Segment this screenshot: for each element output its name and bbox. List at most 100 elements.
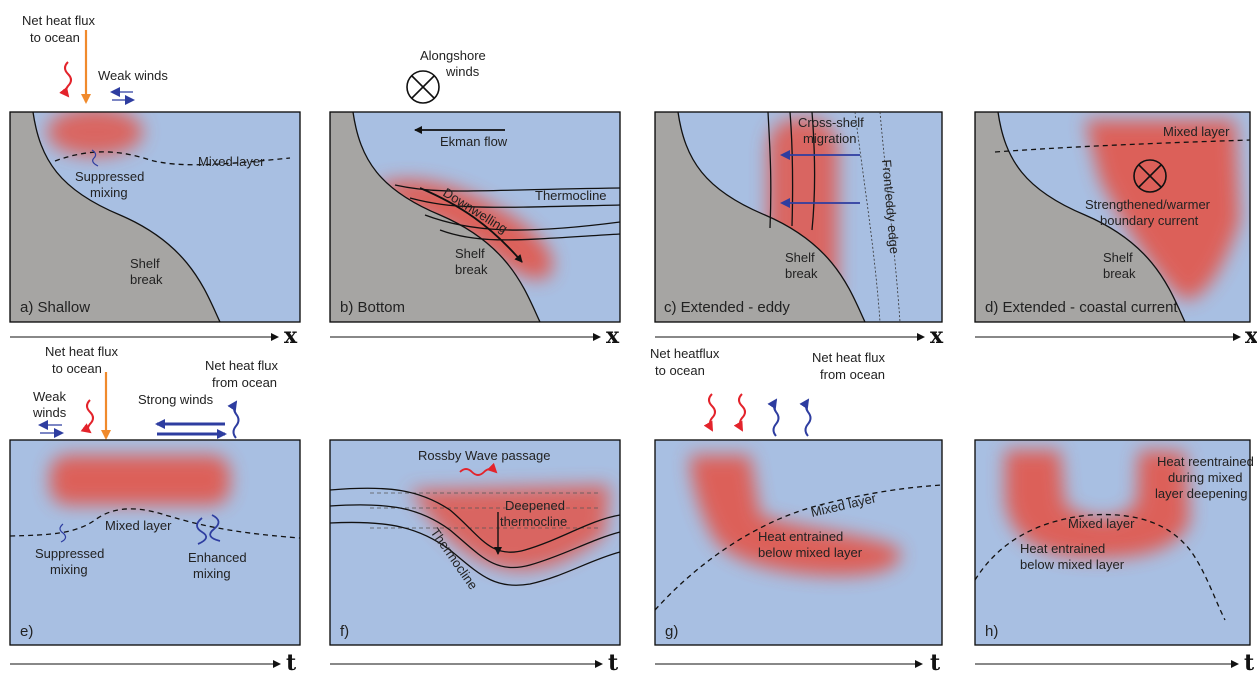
panel-a-title: a) Shallow [20, 299, 90, 316]
panel-g: Net heatflux to ocean Net heat flux from… [650, 346, 943, 674]
suppressed-mixing-line1: Suppressed [75, 169, 144, 184]
t-axis-label: t [608, 650, 619, 674]
current-label-line2: boundary current [1100, 213, 1199, 228]
mixed-layer-label: Mixed layer [1068, 516, 1135, 531]
x-axis-label: x [1245, 323, 1257, 349]
enhanced-mixing-line2: mixing [193, 566, 231, 581]
shelf-break-line2: break [455, 262, 488, 277]
flux-from-label-line2: from ocean [820, 367, 885, 382]
thermocline-label: Thermocline [535, 188, 607, 203]
heat-flux-to-label-line2: to ocean [52, 361, 102, 376]
suppressed-mixing-line2: mixing [90, 185, 128, 200]
shelf-break-line1: Shelf [130, 256, 160, 271]
shelf-break-line2: break [1103, 266, 1136, 281]
flux-to-label-line2: to ocean [655, 363, 705, 378]
reentrained-line2: during mixed [1168, 470, 1242, 485]
deepened-label-line2: thermocline [500, 514, 567, 529]
thermocline-line-4 [439, 229, 621, 241]
mixed-layer-line [9, 508, 301, 539]
rossby-wave-arrow [459, 462, 498, 476]
heat-blob [50, 455, 230, 505]
t-axis-label: t [286, 650, 297, 674]
deepened-label-line1: Deepened [505, 498, 565, 513]
mixed-layer-line [654, 484, 943, 611]
weak-winds-line1: Weak [33, 389, 66, 404]
mixed-layer-line [974, 513, 1226, 621]
heat-flux-to-label-line1: Net heat flux [45, 344, 118, 359]
weak-winds-label: Weak winds [98, 68, 168, 83]
panel-g-title: g) [665, 623, 678, 640]
front-edge-line-2 [879, 111, 901, 323]
suppressed-mixing-line2: mixing [50, 562, 88, 577]
entrained-label-line1: Heat entrained [1020, 541, 1105, 556]
suppressed-mixing-line1: Suppressed [35, 546, 104, 561]
mixed-layer-label: Mixed layer [105, 518, 172, 533]
enhanced-mixing-line1: Enhanced [188, 550, 247, 565]
heat-flux-from-label-line1: Net heat flux [205, 358, 278, 373]
thermocline-line-1 [329, 487, 621, 553]
heat-blob [1005, 450, 1190, 559]
net-heat-flux-label-line2: to ocean [30, 30, 80, 45]
net-heat-flux-label-line1: Net heat flux [22, 13, 95, 28]
shelf-break-line2: break [785, 266, 818, 281]
x-axis-label: x [930, 323, 944, 349]
front-line-2 [789, 111, 794, 227]
panel-c: Cross-shelf migration Front/eddy edge Sh… [654, 111, 944, 349]
into-page-current-icon [1133, 159, 1167, 193]
flux-to-label-line1: Net heatflux [650, 346, 720, 361]
shelf-break-line1: Shelf [455, 246, 485, 261]
shelf-landmass [655, 112, 866, 322]
mixed-layer-label: Mixed layer [198, 154, 265, 169]
panel-h-title: h) [985, 623, 998, 640]
downwelling-arrow [419, 187, 523, 263]
weak-winds-line2: winds [32, 405, 67, 420]
mixing-swirl-icon [59, 523, 67, 543]
entrained-label-line1: Heat entrained [758, 529, 843, 544]
migration-label-line1: Cross-shelf [798, 115, 864, 130]
panel-b: Alongshore winds Thermocline Ekman flow … [329, 48, 621, 349]
heat-blob [410, 485, 610, 571]
into-page-wind-icon [406, 70, 440, 104]
enhanced-mixing-swirl-icon [196, 517, 208, 545]
panel-f-title: f) [340, 623, 349, 640]
front-edge-line-1 [854, 111, 881, 323]
heat-blob [1085, 120, 1240, 300]
thermocline-line-2 [409, 197, 621, 208]
shelf-landmass [10, 112, 221, 322]
reentrained-line3: layer deepening [1155, 486, 1248, 501]
entrained-label-line2: below mixed layer [758, 545, 863, 560]
migration-label-line2: migration [803, 131, 856, 146]
reentrained-line1: Heat reentrained [1157, 454, 1254, 469]
strong-winds-label: Strong winds [138, 392, 214, 407]
ekman-flow-label: Ekman flow [440, 134, 508, 149]
panel-b-title: b) Bottom [340, 299, 405, 316]
shelf-break-line1: Shelf [1103, 250, 1133, 265]
t-axis-label: t [930, 650, 941, 674]
x-axis-label: x [284, 323, 298, 349]
heat-blob [690, 455, 901, 576]
alongshore-winds-line1: Alongshore [420, 48, 486, 63]
heat-gain-arrow-1 [703, 393, 716, 432]
panel-e-title: e) [20, 623, 33, 640]
entrained-label-line2: below mixed layer [1020, 557, 1125, 572]
t-axis-label: t [1244, 650, 1255, 674]
shelf-landmass [975, 112, 1186, 322]
shelf-break-line1: Shelf [785, 250, 815, 265]
panel-a: Net heat flux to ocean Weak winds Mixed … [9, 13, 301, 349]
flux-from-label-line1: Net heat flux [812, 350, 885, 365]
heat-gain-arrow-2 [733, 393, 746, 432]
panel-h: Heat reentrained during mixed layer deep… [974, 439, 1255, 674]
x-axis-label: x [606, 323, 620, 349]
heat-loss-arrow-2 [799, 398, 812, 437]
current-label-line1: Strengthened/warmer [1085, 197, 1211, 212]
panel-f: Rossby Wave passage Deepened thermocline… [329, 439, 621, 674]
thermocline-line-2 [329, 504, 621, 569]
panel-c-title: c) Extended - eddy [664, 299, 790, 316]
rossby-wave-label: Rossby Wave passage [418, 448, 550, 463]
enhanced-mixing-swirl-icon-2 [209, 514, 221, 542]
alongshore-winds-line2: winds [445, 64, 480, 79]
mixed-layer-line [994, 139, 1251, 153]
shelf-landmass [330, 112, 541, 322]
heat-flux-wavy-arrow [59, 61, 72, 98]
